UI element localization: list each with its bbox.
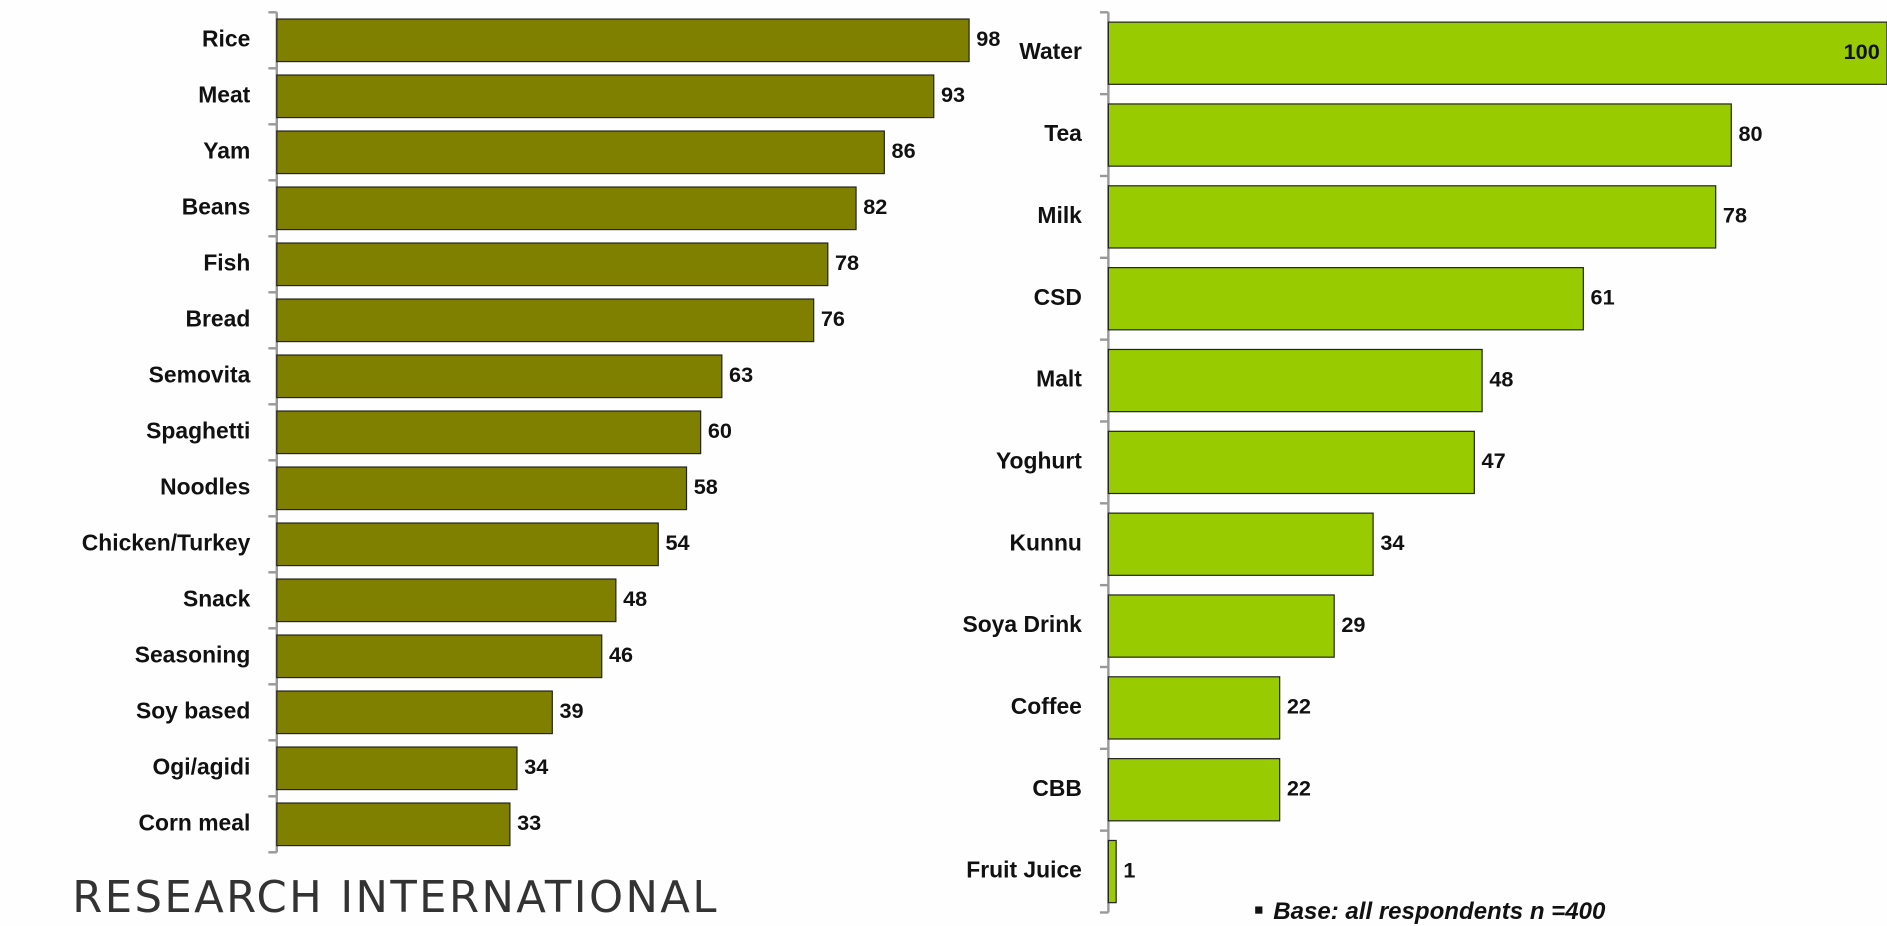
bar	[276, 634, 603, 679]
bar	[276, 690, 553, 735]
category-label: Seasoning	[135, 641, 251, 667]
bar	[1107, 758, 1281, 822]
category-label: Malt	[1036, 366, 1082, 392]
category-label: Snack	[183, 585, 251, 611]
bar	[276, 578, 617, 623]
bar	[1107, 185, 1717, 249]
category-label: Noodles	[160, 473, 250, 499]
category-label: CSD	[1034, 284, 1082, 310]
value-label: 34	[524, 754, 548, 779]
value-label: 98	[976, 26, 1000, 51]
category-label: Ogi/agidi	[153, 753, 251, 779]
category-label: Fruit Juice	[966, 857, 1082, 883]
value-label: 34	[1380, 530, 1404, 555]
value-label: 39	[560, 698, 584, 723]
category-label: Soy based	[136, 697, 250, 723]
bar	[1107, 839, 1117, 904]
bar	[1107, 430, 1475, 495]
value-label: 80	[1738, 121, 1762, 146]
bullet	[1255, 906, 1263, 914]
category-label: Semovita	[149, 361, 251, 387]
value-label: 29	[1341, 612, 1365, 637]
bar	[1107, 676, 1281, 740]
bar	[276, 74, 935, 119]
category-label: Rice	[202, 25, 250, 51]
category-label: Fish	[203, 249, 250, 275]
bar	[276, 466, 688, 511]
value-label: 33	[517, 810, 541, 835]
bar	[276, 522, 659, 567]
value-label: 60	[708, 418, 732, 443]
value-label: 78	[835, 250, 859, 275]
value-label: 1	[1123, 857, 1135, 882]
bar	[1107, 594, 1335, 658]
value-label: 22	[1287, 775, 1311, 800]
bar	[276, 130, 885, 175]
value-label: 58	[694, 474, 718, 499]
category-label: Corn meal	[139, 809, 251, 835]
value-label: 48	[1489, 366, 1513, 391]
bar	[276, 242, 829, 287]
bar	[276, 354, 723, 399]
value-label: 46	[609, 642, 633, 667]
bar	[1107, 267, 1584, 331]
category-label: Chicken/Turkey	[82, 529, 251, 555]
category-label: Yoghurt	[996, 447, 1082, 473]
category-label: Bread	[186, 305, 251, 331]
logo: RESEARCH INTERNATIONAL	[72, 873, 719, 923]
bar	[276, 746, 518, 791]
category-label: Spaghetti	[146, 417, 250, 443]
bar	[276, 186, 857, 231]
bar	[276, 18, 970, 63]
bar	[1107, 512, 1374, 576]
category-label: Yam	[203, 137, 250, 163]
category-label: Kunnu	[1010, 529, 1082, 555]
value-label: 86	[892, 138, 916, 163]
value-label: 82	[863, 194, 887, 219]
category-label: Milk	[1037, 202, 1082, 228]
category-label: Meat	[198, 81, 250, 107]
category-label: Soya Drink	[962, 611, 1082, 637]
category-label: Coffee	[1011, 693, 1082, 719]
bar	[1107, 21, 1887, 85]
value-label: 48	[623, 586, 647, 611]
category-label: Water	[1019, 38, 1082, 64]
bar	[1107, 348, 1483, 413]
value-label: 63	[729, 362, 753, 387]
value-label: 93	[941, 82, 965, 107]
bar	[276, 298, 815, 343]
note: Base: all respondents n =400	[1273, 898, 1606, 925]
value-label: 76	[821, 306, 845, 331]
value-label: 22	[1287, 694, 1311, 719]
value-label: 47	[1482, 448, 1506, 473]
bar	[276, 802, 511, 847]
category-label: Beans	[182, 193, 251, 219]
category-label: Tea	[1044, 120, 1082, 146]
bar	[276, 410, 702, 455]
value-label: 100	[1844, 39, 1880, 64]
value-label: 78	[1723, 203, 1747, 228]
value-label: 61	[1591, 284, 1615, 309]
bar	[1107, 103, 1732, 167]
category-label: CBB	[1032, 775, 1082, 801]
value-label: 54	[665, 530, 689, 555]
